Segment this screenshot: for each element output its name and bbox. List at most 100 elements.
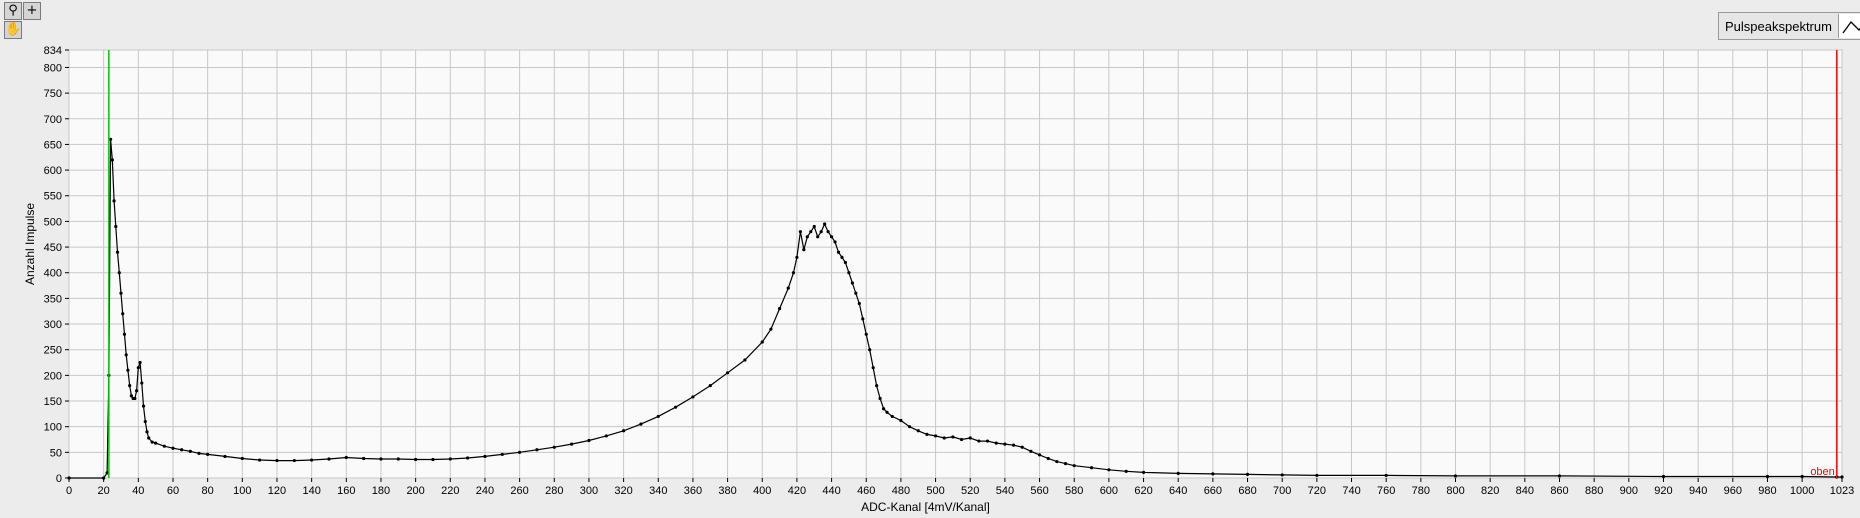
data-point (1765, 474, 1770, 479)
data-point (133, 396, 137, 401)
data-point (1384, 473, 1388, 478)
data-point (128, 384, 132, 388)
zoom-icon[interactable]: ⚲ (4, 2, 22, 20)
x-tick-label: 300 (580, 485, 598, 497)
x-tick-label: 120 (268, 485, 286, 497)
x-tick-label: 880 (1585, 485, 1603, 497)
data-point (535, 448, 539, 452)
x-tick-label: 140 (302, 485, 320, 497)
x-tick-label: 940 (1689, 485, 1707, 497)
data-point (604, 434, 608, 438)
data-point (500, 452, 504, 456)
x-tick-label: 460 (857, 485, 875, 497)
data-point (864, 332, 868, 336)
data-point (933, 434, 938, 438)
data-point (743, 358, 747, 362)
cursor-label-oben: oben (1810, 466, 1834, 478)
data-point (108, 137, 113, 141)
data-point (760, 340, 764, 344)
y-axis-title: Anzahl Impulse (23, 203, 37, 285)
y-tick-label: 150 (44, 396, 62, 408)
data-point (117, 271, 121, 275)
data-point (1063, 462, 1068, 466)
data-point (1072, 464, 1076, 468)
data-point (124, 353, 128, 357)
data-point (147, 436, 151, 440)
data-point (1176, 471, 1180, 475)
y-tick-label: 450 (44, 242, 62, 254)
x-tick-label: 560 (1030, 485, 1048, 497)
data-point (310, 458, 314, 462)
data-point (985, 439, 990, 443)
x-tick-label: 240 (476, 485, 494, 497)
data-point (1141, 470, 1146, 474)
data-point (154, 441, 158, 445)
x-tick-label: 540 (996, 485, 1014, 497)
x-tick-label: 200 (406, 485, 424, 497)
data-point (518, 450, 522, 454)
data-point (1055, 459, 1059, 464)
data-point (110, 158, 114, 162)
crosshair-icon[interactable]: + (23, 2, 41, 20)
data-point (1003, 442, 1007, 446)
data-point (1453, 474, 1458, 478)
data-point (899, 418, 903, 423)
data-point (145, 430, 149, 434)
x-tick-label: 440 (822, 485, 840, 497)
x-tick-label: 760 (1377, 485, 1395, 497)
y-tick-label: 50 (50, 447, 62, 459)
data-point (67, 476, 71, 480)
data-point (119, 291, 123, 295)
plot-legend[interactable]: Pulspeakspektrum (1718, 12, 1860, 40)
x-tick-label: 660 (1204, 485, 1222, 497)
data-point (840, 255, 844, 259)
x-tick-label: 60 (167, 485, 179, 497)
data-point (847, 271, 851, 275)
data-point (466, 456, 470, 460)
x-tick-label: 980 (1758, 485, 1776, 497)
data-point (552, 445, 556, 449)
data-point (327, 457, 331, 461)
data-point (141, 404, 146, 408)
pan-hand-icon[interactable]: ✋ (4, 21, 22, 39)
data-point (126, 368, 130, 372)
y-tick-label: 750 (44, 88, 62, 100)
x-tick-label: 600 (1100, 485, 1118, 497)
x-tick-label: 920 (1654, 485, 1672, 497)
x-tick-label: 640 (1169, 485, 1187, 497)
data-point (691, 395, 695, 399)
data-point (134, 389, 139, 393)
data-point (258, 458, 262, 462)
y-tick-label: 350 (44, 293, 62, 305)
data-point (240, 456, 244, 461)
x-tick-label: 400 (753, 485, 771, 497)
data-point (431, 457, 435, 462)
data-point (105, 471, 109, 475)
data-point (1840, 475, 1844, 479)
data-point (206, 452, 210, 456)
data-point (1011, 443, 1016, 447)
x-tick-label: 700 (1273, 485, 1291, 497)
x-tick-label: 680 (1238, 485, 1256, 497)
data-point (942, 436, 946, 440)
data-point (725, 371, 730, 375)
x-tick-label: 480 (892, 485, 910, 497)
x-tick-label: 720 (1308, 485, 1326, 497)
y-tick-label: 650 (44, 139, 62, 151)
data-point (843, 260, 848, 265)
x-tick-label: 840 (1516, 485, 1534, 497)
data-point (162, 444, 166, 448)
data-point (819, 230, 823, 234)
data-point (977, 439, 981, 443)
data-point (809, 230, 813, 234)
data-point (673, 405, 678, 409)
data-point (171, 446, 175, 450)
data-point (396, 457, 400, 461)
x-tick-label: 260 (510, 485, 528, 497)
data-point (885, 410, 889, 414)
x-tick-label: 580 (1065, 485, 1083, 497)
data-point (777, 307, 782, 311)
legend-series-label: Pulspeakspektrum (1725, 18, 1832, 34)
x-tick-label: 0 (66, 485, 72, 497)
